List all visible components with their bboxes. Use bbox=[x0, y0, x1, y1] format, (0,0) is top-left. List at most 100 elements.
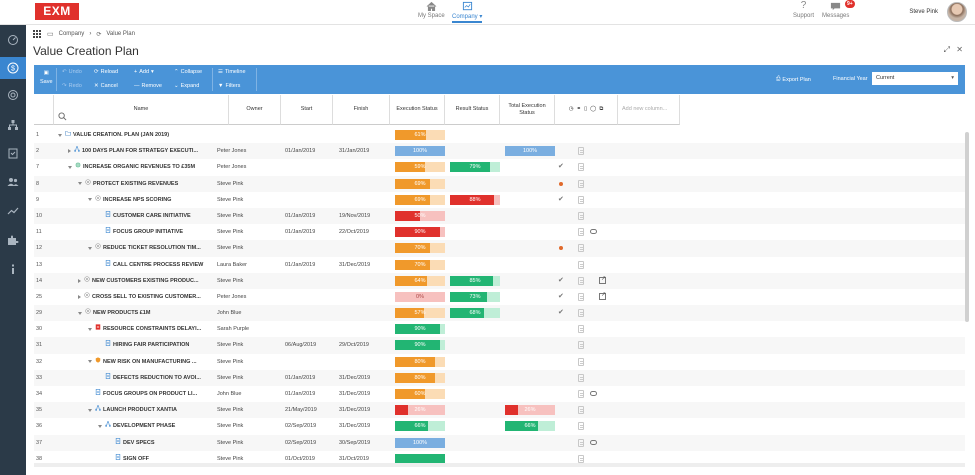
save-button[interactable]: ▣ Save bbox=[40, 70, 53, 85]
app-grid-icon[interactable] bbox=[33, 29, 42, 39]
row-name-cell[interactable]: CROSS SELL TO EXISTING CUSTOMER... bbox=[54, 289, 220, 305]
document-icon[interactable] bbox=[578, 163, 584, 172]
column-header-execution-status[interactable]: Execution Status bbox=[390, 95, 445, 125]
table-row[interactable]: 7 INCREASE ORGANIC REVENUES TO £35M Peter … bbox=[34, 159, 965, 176]
breadcrumb-company[interactable]: Company bbox=[58, 31, 85, 37]
row-name-cell[interactable]: LAUNCH PRODUCT XANTIA bbox=[54, 402, 220, 418]
expand-row-icon[interactable] bbox=[78, 294, 81, 299]
table-row[interactable]: 31 HIRING FAIR PARTICIPATION Steve Pink 06/… bbox=[34, 337, 965, 354]
table-row[interactable]: 34 FOCUS GROUPS ON PRODUCT LI... John Blue… bbox=[34, 386, 965, 403]
expand-row-icon[interactable] bbox=[68, 149, 71, 154]
reload-button[interactable]: ⟳ Reload bbox=[94, 69, 118, 75]
horizontal-scrollbar[interactable] bbox=[34, 463, 965, 467]
row-name-cell[interactable]: DEVELOPMENT PHASE bbox=[54, 418, 220, 434]
document-icon[interactable] bbox=[578, 357, 584, 366]
people-icon[interactable] bbox=[7, 176, 19, 188]
row-name-cell[interactable]: DEFECTS REDUCTION TO AVOI... bbox=[54, 370, 220, 386]
column-header-name[interactable]: Name bbox=[54, 95, 229, 125]
vertical-scrollbar[interactable] bbox=[965, 132, 969, 322]
row-name-cell[interactable]: SIGN OFF bbox=[54, 451, 220, 463]
collapse-row-icon[interactable] bbox=[78, 182, 82, 186]
table-row[interactable]: 29 NEW PRODUCTS £1M John Blue 57% 68% ✔ bbox=[34, 305, 965, 322]
row-name-cell[interactable]: CUSTOMER CARE INITIATIVE bbox=[54, 208, 220, 224]
remove-button[interactable]: — Remove bbox=[134, 83, 162, 89]
trend-icon[interactable] bbox=[7, 205, 19, 217]
redo-button[interactable]: ↷ Redo bbox=[62, 83, 82, 89]
document-icon[interactable] bbox=[578, 309, 584, 318]
column-header-result-status[interactable]: Result Status bbox=[445, 95, 500, 125]
user-name[interactable]: Steve Pink bbox=[909, 9, 938, 15]
exm-logo[interactable]: EXM bbox=[35, 3, 79, 20]
document-icon[interactable] bbox=[578, 422, 584, 431]
row-name-cell[interactable]: INCREASE ORGANIC REVENUES TO £35M bbox=[54, 159, 220, 175]
document-icon[interactable] bbox=[578, 244, 584, 253]
column-header-start[interactable]: Start bbox=[281, 95, 333, 125]
expand-button[interactable]: ⌄ Expand bbox=[174, 83, 199, 89]
filters-button[interactable]: ▼ Filters bbox=[218, 83, 240, 89]
target-icon[interactable] bbox=[7, 89, 19, 101]
column-header-finish[interactable]: Finish bbox=[333, 95, 390, 125]
table-row[interactable]: 9 INCREASE NPS SCORING Steve Pink 69% 88% ✔ bbox=[34, 191, 965, 208]
info-icon[interactable] bbox=[7, 263, 19, 275]
table-row[interactable]: 14 NEW CUSTOMERS EXISTING PRODUC... Steve … bbox=[34, 272, 965, 289]
document-icon[interactable] bbox=[578, 341, 584, 350]
collapse-row-icon[interactable] bbox=[88, 408, 92, 412]
puzzle-icon[interactable] bbox=[7, 234, 19, 246]
comment-icon[interactable] bbox=[590, 229, 597, 235]
document-icon[interactable] bbox=[578, 195, 584, 204]
sidebar-item-value-plan[interactable]: $ bbox=[0, 57, 26, 79]
document-icon[interactable] bbox=[578, 260, 584, 269]
collapse-row-icon[interactable] bbox=[88, 327, 92, 331]
table-row[interactable]: 12 REDUCE TICKET RESOLUTION TIM... Steve P… bbox=[34, 240, 965, 257]
messages-button[interactable]: 9+ Messages bbox=[822, 0, 855, 19]
table-row[interactable]: 2 100 DAYS PLAN FOR STRATEGY EXECUTI... Pe… bbox=[34, 143, 965, 160]
row-name-cell[interactable]: DEV SPECS bbox=[54, 435, 220, 451]
row-name-cell[interactable]: RESOURCE CONSTRAINTS DELAYI... bbox=[54, 321, 220, 337]
table-row[interactable]: 13 CALL CENTRE PROCESS REVIEW Laura Baker 0… bbox=[34, 256, 965, 273]
document-icon[interactable] bbox=[578, 454, 584, 463]
document-icon[interactable] bbox=[578, 325, 584, 334]
export-plan-button[interactable]: ⎙ Export Plan bbox=[776, 76, 811, 83]
collapse-row-icon[interactable] bbox=[78, 311, 82, 315]
comment-icon[interactable] bbox=[590, 439, 597, 445]
column-header-total-execution-status[interactable]: Total Execution Status bbox=[500, 95, 555, 125]
financial-year-select[interactable]: Current bbox=[872, 72, 958, 85]
collapse-row-icon[interactable] bbox=[88, 360, 92, 364]
collapse-row-icon[interactable] bbox=[58, 133, 62, 137]
table-row[interactable]: 32 NEW RISK ON MANUFACTURING ... Steve Pin… bbox=[34, 353, 965, 370]
collapse-row-icon[interactable] bbox=[88, 246, 92, 250]
table-row[interactable]: 37 DEV SPECS Steve Pink 02/Sep/2019 30/Sep/2… bbox=[34, 434, 965, 451]
row-name-cell[interactable]: PROTECT EXISTING REVENUES bbox=[54, 176, 220, 192]
collapse-row-icon[interactable] bbox=[98, 424, 102, 428]
document-icon[interactable] bbox=[578, 211, 584, 220]
table-row[interactable]: 36 DEVELOPMENT PHASE Steve Pink 02/Sep/2019… bbox=[34, 418, 965, 435]
row-name-cell[interactable]: INCREASE NPS SCORING bbox=[54, 192, 220, 208]
avatar[interactable] bbox=[947, 2, 967, 22]
row-name-cell[interactable]: VALUE CREATION. PLAN (JAN 2019) bbox=[54, 127, 220, 143]
row-name-cell[interactable]: 100 DAYS PLAN FOR STRATEGY EXECUTI... bbox=[54, 143, 220, 159]
table-row[interactable]: 33 DEFECTS REDUCTION TO AVOI... Steve Pink… bbox=[34, 369, 965, 386]
undo-button[interactable]: ↶ Undo bbox=[62, 69, 82, 75]
table-row[interactable]: 1 VALUE CREATION. PLAN (JAN 2019) 61% bbox=[34, 127, 965, 144]
cancel-button[interactable]: ✕ Cancel bbox=[94, 83, 118, 89]
table-row[interactable]: 10 CUSTOMER CARE INITIATIVE Steve Pink 01/J… bbox=[34, 207, 965, 225]
document-icon[interactable] bbox=[578, 406, 584, 415]
row-name-cell[interactable]: REDUCE TICKET RESOLUTION TIM... bbox=[54, 240, 220, 256]
support-button[interactable]: ? Support bbox=[793, 1, 814, 20]
timeline-button[interactable]: ☰ Timeline bbox=[218, 69, 246, 75]
collapse-button[interactable]: ⌃ Collapse bbox=[174, 69, 202, 75]
comment-icon[interactable] bbox=[590, 391, 597, 396]
document-icon[interactable] bbox=[578, 390, 584, 398]
external-link-icon[interactable] bbox=[599, 291, 606, 300]
add-button[interactable]: + Add ▾ bbox=[134, 69, 154, 75]
clipboard-icon[interactable] bbox=[7, 147, 19, 159]
table-row[interactable]: 25 CROSS SELL TO EXISTING CUSTOMER... Pete… bbox=[34, 288, 965, 306]
search-icon[interactable] bbox=[58, 112, 67, 121]
table-row[interactable]: 8 PROTECT EXISTING REVENUES Steve Pink 69% bbox=[34, 175, 965, 192]
expand-row-icon[interactable] bbox=[78, 278, 81, 283]
row-name-cell[interactable]: FOCUS GROUP INITIATIVE bbox=[54, 224, 220, 240]
document-icon[interactable] bbox=[578, 438, 584, 447]
row-name-cell[interactable]: NEW RISK ON MANUFACTURING ... bbox=[54, 354, 220, 370]
row-name-cell[interactable]: HIRING FAIR PARTICIPATION bbox=[54, 337, 220, 353]
document-icon[interactable] bbox=[578, 228, 584, 237]
